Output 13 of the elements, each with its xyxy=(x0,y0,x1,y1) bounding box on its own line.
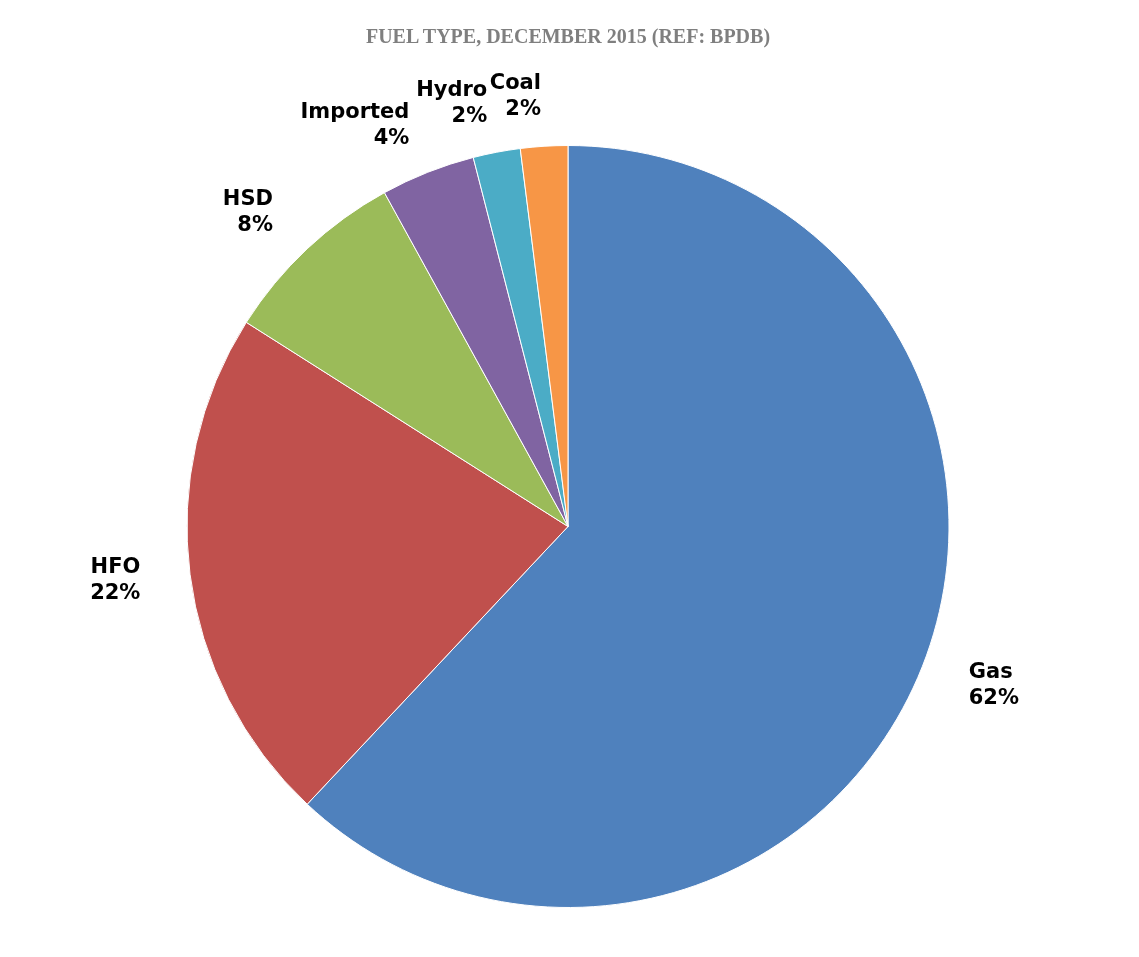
chart-title: FUEL TYPE, DECEMBER 2015 (REF: BPDB) xyxy=(365,25,771,49)
data-label: 62% xyxy=(968,684,1019,709)
slice-label: HFO xyxy=(90,553,141,578)
data-label: 2% xyxy=(505,95,541,120)
data-label: 4% xyxy=(373,125,410,150)
slice-label: HSD xyxy=(222,185,273,210)
slice-label: Coal xyxy=(489,69,541,94)
slice-label: Hydro xyxy=(416,76,488,101)
slice-label: Gas xyxy=(968,658,1013,683)
data-label: 2% xyxy=(451,102,488,127)
data-label: 8% xyxy=(237,211,273,236)
slice-label: Imported xyxy=(300,99,410,124)
data-label: 22% xyxy=(90,579,141,604)
